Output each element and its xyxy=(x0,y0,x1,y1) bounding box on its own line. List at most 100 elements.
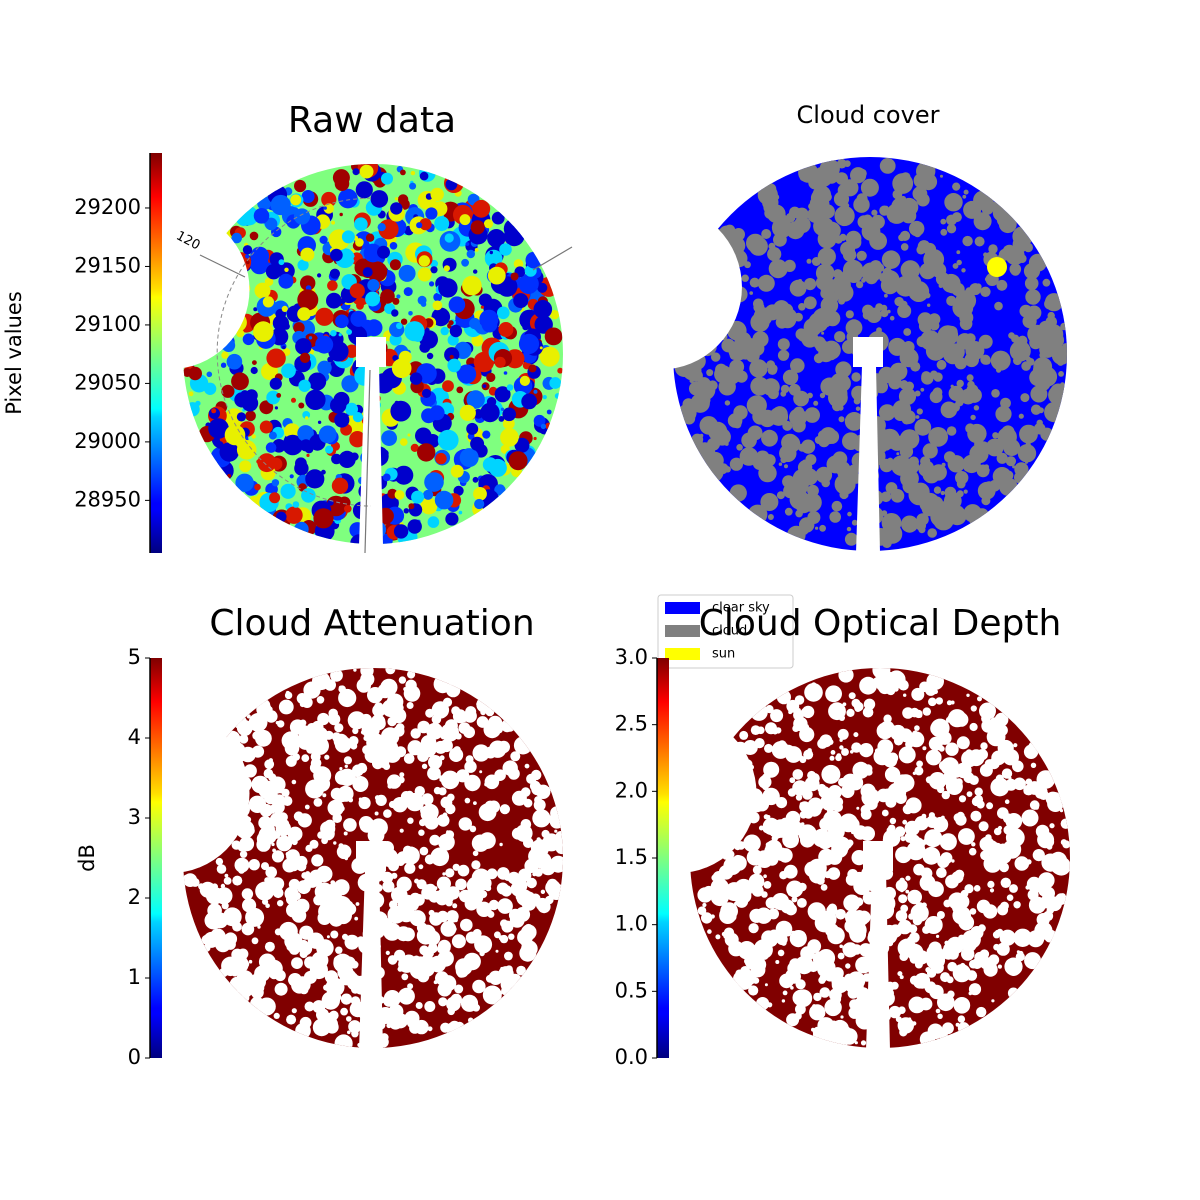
texture-blob xyxy=(863,764,873,774)
texture-blob xyxy=(897,919,912,935)
texture-blob xyxy=(842,470,853,481)
texture-blob xyxy=(1007,987,1020,999)
texture-blob xyxy=(304,1001,315,1012)
texture-blob xyxy=(541,829,550,839)
texture-blob xyxy=(1058,371,1064,377)
texture-blob xyxy=(297,259,309,271)
texture-blob xyxy=(943,996,949,1003)
texture-blob xyxy=(403,753,415,764)
texture-blob xyxy=(833,1024,853,1044)
texture-blob xyxy=(355,238,364,247)
texture-blob xyxy=(403,287,413,297)
texture-blob xyxy=(306,453,310,457)
texture-blob xyxy=(413,894,425,906)
texture-blob xyxy=(440,770,460,790)
texture-blob xyxy=(760,493,779,511)
texture-blob xyxy=(1046,929,1056,940)
texture-blob xyxy=(799,802,804,806)
texture-blob xyxy=(882,267,893,278)
texture-blob xyxy=(291,397,296,403)
texture-blob xyxy=(871,209,878,216)
texture-blob xyxy=(400,169,406,176)
texture-blob xyxy=(763,761,780,778)
texture-blob xyxy=(495,949,499,953)
texture-blob xyxy=(235,210,252,227)
texture-blob xyxy=(337,888,342,893)
texture-blob xyxy=(271,479,280,487)
texture-blob xyxy=(338,188,358,209)
texture-blob xyxy=(905,465,914,474)
texture-blob xyxy=(719,433,727,442)
sun-marker xyxy=(987,257,1007,277)
texture-blob xyxy=(497,898,513,914)
texture-blob xyxy=(901,414,912,425)
texture-blob xyxy=(906,841,926,861)
texture-blob xyxy=(845,266,863,283)
texture-blob xyxy=(347,778,353,784)
texture-blob xyxy=(922,925,931,934)
texture-blob xyxy=(339,767,343,771)
texture-blob xyxy=(956,736,970,750)
texture-blob xyxy=(332,813,343,823)
texture-blob xyxy=(447,358,462,373)
texture-blob xyxy=(761,229,772,239)
texture-blob xyxy=(421,763,428,769)
texture-blob xyxy=(875,677,890,692)
texture-blob xyxy=(259,400,274,415)
colorbar xyxy=(150,153,162,553)
texture-blob xyxy=(533,414,546,427)
texture-blob xyxy=(447,334,459,346)
texture-blob xyxy=(792,930,807,944)
polar-axis xyxy=(364,369,371,554)
texture-blob xyxy=(272,831,281,839)
texture-blob xyxy=(798,303,806,311)
texture-blob xyxy=(1030,385,1048,403)
tick-label: 28950 xyxy=(74,487,141,511)
texture-blob xyxy=(869,232,887,250)
texture-blob xyxy=(699,433,704,438)
texture-blob xyxy=(959,918,970,930)
texture-blob xyxy=(1026,859,1032,865)
texture-blob xyxy=(987,710,995,719)
texture-blob xyxy=(285,851,291,857)
texture-blob xyxy=(540,423,547,430)
texture-blob xyxy=(294,860,303,869)
texture-blob xyxy=(974,236,985,247)
texture-blob xyxy=(508,451,528,471)
texture-blob xyxy=(952,901,965,914)
texture-blob xyxy=(775,316,789,329)
texture-blob xyxy=(319,235,328,244)
texture-blob xyxy=(346,329,352,335)
texture-blob xyxy=(324,754,330,760)
texture-blob xyxy=(797,898,807,908)
texture-blob xyxy=(279,921,298,941)
texture-blob xyxy=(967,423,987,444)
texture-blob xyxy=(264,217,278,231)
texture-blob xyxy=(1028,890,1036,898)
texture-blob xyxy=(977,481,996,500)
texture-blob xyxy=(925,749,942,766)
texture-blob xyxy=(320,900,329,909)
texture-blob xyxy=(389,259,401,271)
texture-blob xyxy=(464,760,477,773)
texture-blob xyxy=(221,956,240,976)
texture-blob xyxy=(851,519,858,526)
texture-blob xyxy=(862,310,872,320)
texture-blob xyxy=(732,228,745,241)
texture-blob xyxy=(778,214,789,225)
texture-blob xyxy=(929,677,935,683)
texture-blob xyxy=(910,361,921,372)
texture-blob xyxy=(479,837,492,850)
texture-blob xyxy=(913,173,929,189)
polar-axis xyxy=(532,246,573,271)
texture-blob xyxy=(323,203,334,214)
texture-blob xyxy=(533,389,538,394)
tick-label: 4 xyxy=(128,725,141,749)
texture-blob xyxy=(407,670,416,679)
texture-blob xyxy=(253,208,270,224)
texture-blob xyxy=(464,797,471,804)
texture-blob xyxy=(335,946,343,954)
texture-blob xyxy=(795,509,803,518)
texture-blob xyxy=(1025,460,1028,464)
texture-blob xyxy=(819,158,840,179)
